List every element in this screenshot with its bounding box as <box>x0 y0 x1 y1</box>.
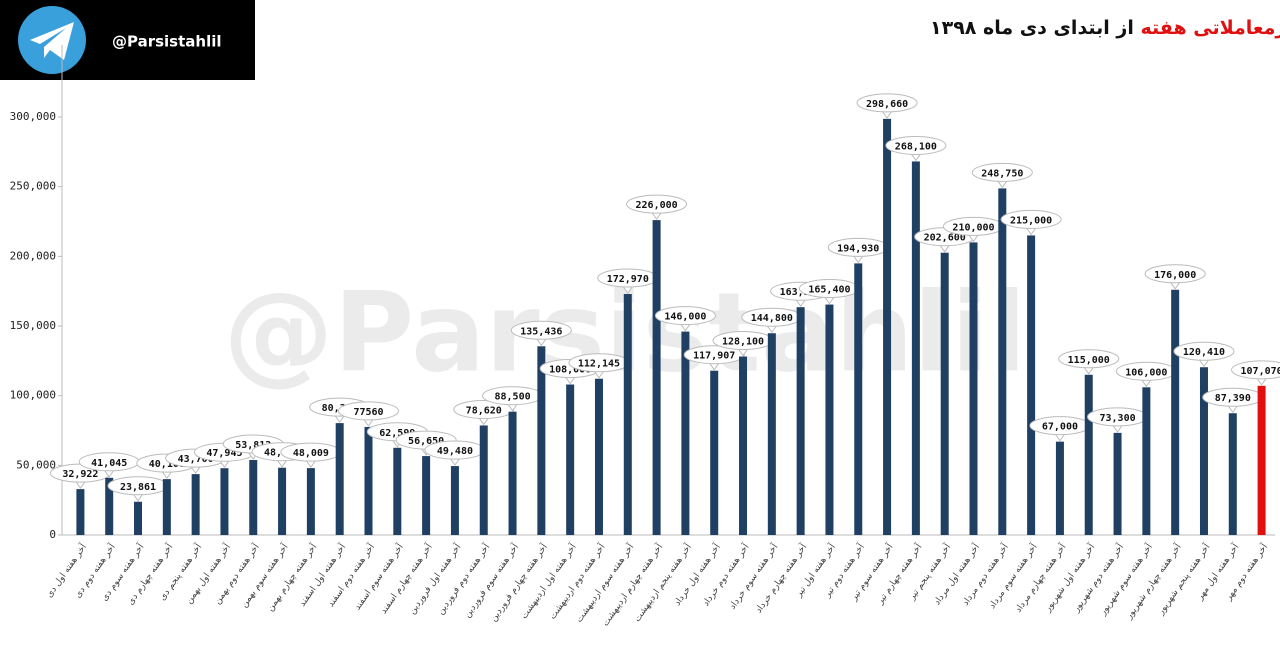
bar <box>825 305 833 535</box>
bar <box>220 468 228 535</box>
bar <box>883 119 891 535</box>
value-label: 106,000 <box>1125 367 1167 378</box>
bar <box>595 379 603 535</box>
chart-title: ارزش معاملات خرد آخرین روزمعاملاتی هفته … <box>930 15 1280 39</box>
y-tick-label: 100,000 <box>10 389 56 402</box>
value-label: 87,390 <box>1215 393 1251 404</box>
value-label: 77560 <box>353 407 383 418</box>
bar <box>393 448 401 535</box>
x-tick-label: آخر هفته سوم خرداد <box>726 541 780 612</box>
x-tick-label: آخر هفته دوم شهریور <box>1069 541 1126 615</box>
bar <box>365 427 373 535</box>
value-label: 115,000 <box>1068 355 1110 366</box>
bar <box>1171 290 1179 535</box>
value-label: 117,907 <box>693 351 735 362</box>
x-tick-label: آخر هفته سوم فروردین <box>461 541 521 620</box>
value-label: 165,400 <box>808 285 850 296</box>
value-label: 49,480 <box>437 446 473 457</box>
x-tick-label: آخر هفته چهارم خرداد <box>752 541 809 615</box>
value-label: 32,922 <box>62 469 98 480</box>
bar <box>854 263 862 535</box>
value-label: 210,000 <box>952 222 994 233</box>
x-tick-label: آخر هفته پنجم شهریور <box>1154 541 1213 618</box>
value-label: 172,970 <box>607 274 649 285</box>
bar <box>1229 413 1237 535</box>
bar <box>278 468 286 535</box>
value-label: 128,100 <box>722 337 764 348</box>
bar <box>1085 375 1093 535</box>
bar <box>422 456 430 535</box>
value-label: 112,145 <box>578 359 620 370</box>
value-label: 268,100 <box>895 141 937 152</box>
value-label: 298,660 <box>866 99 908 110</box>
value-label: 78,620 <box>466 405 502 416</box>
title-part: آخرین روزمعاملاتی هفته <box>1141 15 1280 39</box>
telegram-logo <box>18 6 86 74</box>
value-label: 48,009 <box>293 448 329 459</box>
x-tick-label: آخر هفته اول فروردین <box>406 541 464 616</box>
value-label: 67,000 <box>1042 422 1078 433</box>
bar <box>624 294 632 535</box>
bar <box>1142 387 1150 535</box>
bar <box>912 161 920 535</box>
value-label: 120,410 <box>1183 347 1225 358</box>
bar <box>710 371 718 535</box>
x-tick-label: آخر هفته اول شهریور <box>1041 541 1098 615</box>
x-tick-label: آخر هفته سوم شهریور <box>1096 541 1155 618</box>
value-label: 88,500 <box>494 392 530 403</box>
bar <box>1258 386 1266 535</box>
bar <box>998 188 1006 535</box>
bar <box>192 474 200 535</box>
bar <box>1114 433 1122 535</box>
x-tick-label: آخر هفته اول اردیبهشت <box>518 541 579 621</box>
bar <box>566 385 574 535</box>
x-tick-label: آخر هفته سوم اسفند <box>351 541 406 612</box>
bar <box>1027 235 1035 535</box>
y-tick-label: 150,000 <box>10 319 56 332</box>
bar <box>537 346 545 535</box>
bar <box>797 307 805 535</box>
bar <box>451 466 459 535</box>
bar <box>336 423 344 535</box>
y-tick-label: 250,000 <box>10 180 56 193</box>
x-tick-label: آخر هفته چهارم اسفند <box>377 541 435 616</box>
bar <box>249 460 257 535</box>
bar <box>480 425 488 535</box>
bar <box>1056 442 1064 535</box>
y-tick-label: 200,000 <box>10 249 56 262</box>
x-tick-label: آخر هفته چهارم مرداد <box>1012 541 1069 615</box>
bar <box>681 332 689 535</box>
y-tick-label: 50,000 <box>16 458 56 471</box>
value-label: 23,861 <box>120 482 156 493</box>
bar <box>134 502 142 535</box>
bar <box>163 479 171 535</box>
x-tick-label: آخر هفته چهارم بهمن <box>264 541 320 613</box>
bar <box>653 220 661 535</box>
bar <box>970 242 978 535</box>
value-label: 146,000 <box>664 312 706 323</box>
value-label: 194,930 <box>837 243 879 254</box>
value-label: 226,000 <box>636 200 678 211</box>
bar <box>768 333 776 535</box>
value-label: 73,300 <box>1099 413 1135 424</box>
value-label: 41,045 <box>91 458 127 469</box>
x-tick-label: آخر هفته دوم فروردین <box>434 541 492 617</box>
bar <box>76 489 84 535</box>
bar <box>739 357 747 535</box>
value-label: 248,750 <box>981 168 1023 179</box>
value-label: 107,070 <box>1241 366 1280 377</box>
bar <box>307 468 315 535</box>
bar <box>509 412 517 535</box>
value-label: 176,000 <box>1154 270 1196 281</box>
y-tick-label: 300,000 <box>10 110 56 123</box>
value-label: 215,000 <box>1010 215 1052 226</box>
bar <box>941 253 949 535</box>
y-tick-label: 0 <box>49 528 56 541</box>
brand-handle: @Parsistahlil <box>112 33 222 51</box>
value-label: 144,800 <box>751 313 793 324</box>
title-part: از ابتدای دی ماه ۱۳۹۸ <box>930 17 1141 39</box>
value-label: 135,436 <box>520 326 562 337</box>
